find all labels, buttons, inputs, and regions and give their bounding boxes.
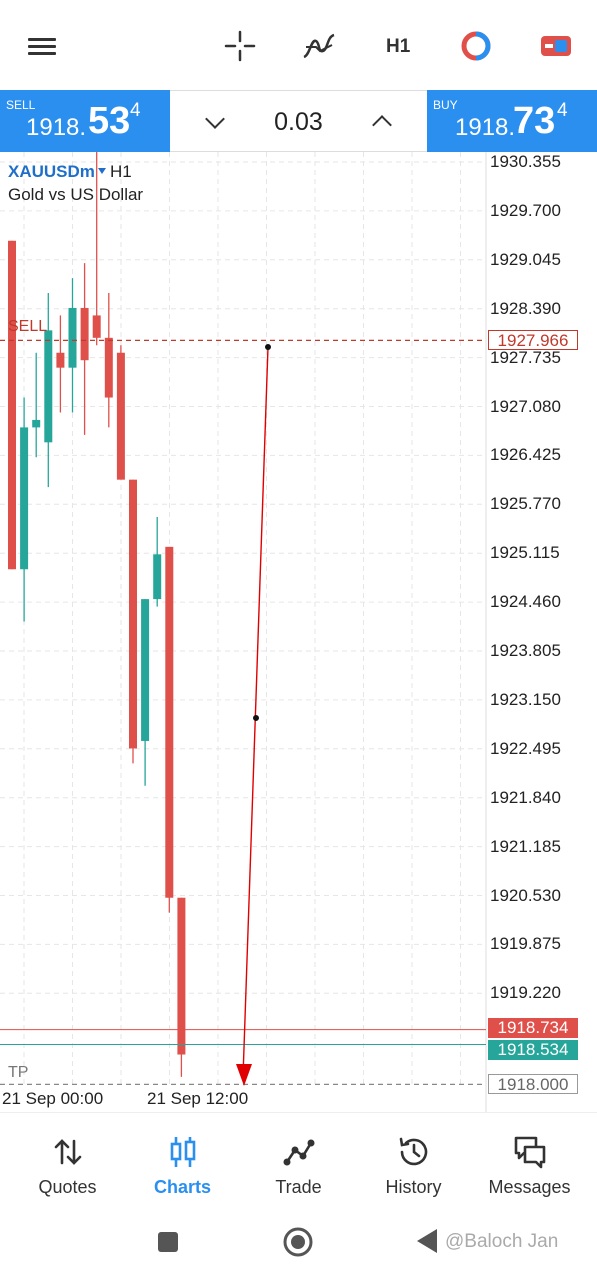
arrow-head-icon (236, 1064, 252, 1086)
nav-quotes[interactable]: Quotes (8, 1113, 127, 1208)
buy-button[interactable]: BUY 1918. 73 4 (427, 90, 597, 152)
bottom-navigation: Quotes Charts Trade History Messages (0, 1112, 597, 1208)
hamburger-menu-icon[interactable] (25, 28, 61, 64)
candle-body (165, 546, 174, 898)
nav-charts-label: Charts (153, 1177, 211, 1197)
y-axis-tick-label: 1924.460 (490, 592, 561, 612)
y-axis-tick-label: 1925.770 (490, 494, 561, 514)
candle-body (56, 352, 65, 368)
price-chart[interactable]: XAUUSDm H1 Gold vs US Dollar 1930.355 192… (0, 152, 597, 1112)
y-axis-tick-label: 1927.080 (490, 396, 561, 416)
y-axis-tick-label: 1929.045 (490, 249, 561, 269)
nav-messages[interactable]: Messages (470, 1113, 589, 1208)
nav-history[interactable]: History (354, 1113, 473, 1208)
objects-icon[interactable] (458, 28, 494, 64)
x-axis-tick-label: 21 Sep 00:00 (2, 1089, 104, 1108)
messages-icon (514, 1136, 546, 1169)
candle-body (8, 240, 16, 570)
quotes-icon (54, 1139, 82, 1165)
symbol-timeframe: H1 (110, 162, 132, 181)
lot-stepper: 0.03 (170, 90, 427, 152)
indicators-icon[interactable] (301, 28, 337, 64)
top-toolbar: H1 (0, 0, 597, 90)
y-axis-tick-label: 1921.840 (490, 787, 561, 807)
y-axis-tick-label: 1926.425 (490, 445, 561, 465)
nav-history-label: History (385, 1177, 442, 1197)
candle-body (141, 599, 150, 741)
sell-button[interactable]: SELL 1918. 53 4 (0, 90, 170, 152)
trend-arrow-line (242, 346, 269, 1078)
ask-price-tag: 1918.734 (488, 1017, 578, 1038)
back-button[interactable] (415, 1227, 439, 1255)
sell-label: SELL (6, 98, 36, 112)
buy-price-small: 1918. (455, 114, 516, 141)
buy-price-big: 73 (513, 100, 556, 142)
y-axis-tick-label: 1922.495 (490, 738, 561, 758)
candle-body (44, 330, 53, 443)
sell-order-price-tag: 1927.966 (488, 330, 578, 351)
buy-label: BUY (433, 98, 458, 112)
recents-button[interactable] (158, 1232, 178, 1252)
candle-body (177, 897, 186, 1055)
y-axis-tick-label: 1928.390 (490, 298, 561, 318)
nav-trade-label: Trade (275, 1177, 322, 1197)
lot-value[interactable]: 0.03 (274, 108, 323, 136)
nav-trade[interactable]: Trade (239, 1113, 358, 1208)
y-axis-tick-label: 1929.700 (490, 200, 561, 220)
sell-price-small: 1918. (26, 114, 87, 141)
sell-line-label: SELL (8, 318, 48, 336)
y-axis-tick-label: 1930.355 (490, 152, 561, 171)
candle-body (68, 307, 77, 368)
sell-price-big: 53 (88, 100, 131, 142)
symbol-name[interactable]: XAUUSDm (8, 162, 95, 181)
tp-line-label: TP (8, 1064, 29, 1082)
y-axis-tick-label: 1923.805 (490, 641, 561, 660)
y-axis-tick-label: 1919.220 (490, 983, 561, 1003)
y-axis-tick-label: 1920.530 (490, 885, 561, 905)
history-icon (399, 1137, 428, 1166)
y-axis-tick-label: 1927.735 (490, 347, 561, 367)
trade-toggle-icon[interactable] (538, 28, 574, 64)
home-button[interactable] (282, 1226, 314, 1258)
one-click-trade-panel: SELL 1918. 53 4 0.03 BUY 1918. 73 4 (0, 90, 597, 152)
symbol-dropdown-icon[interactable] (98, 168, 106, 174)
nav-messages-label: Messages (488, 1177, 571, 1197)
arrow-mid-point (253, 715, 259, 721)
candle-body (32, 419, 41, 428)
system-navigation-bar: @Baloch Jan (0, 1207, 597, 1280)
y-axis-tick-label: 1923.150 (490, 689, 561, 709)
timeframe-button[interactable]: H1 (386, 36, 411, 57)
candle-body (92, 315, 101, 338)
arrow-anchor-point (265, 344, 271, 350)
symbol-description: Gold vs US Dollar (8, 185, 144, 204)
candle-body (153, 554, 162, 600)
charts-icon (170, 1137, 196, 1167)
y-axis-tick-label: 1925.115 (490, 543, 560, 563)
nav-charts[interactable]: Charts (123, 1113, 242, 1208)
crosshair-icon[interactable] (222, 28, 258, 64)
trade-icon (283, 1139, 315, 1166)
watermark-text: @Baloch Jan (445, 1231, 559, 1252)
nav-quotes-label: Quotes (38, 1177, 97, 1197)
x-axis-tick-label: 21 Sep 12:00 (147, 1089, 249, 1108)
bid-price-tag: 1918.534 (488, 1039, 578, 1060)
y-axis-tick-label: 1919.875 (490, 934, 561, 954)
candle-body (80, 307, 89, 361)
sell-price-sup: 4 (130, 100, 141, 121)
y-axis-tick-label: 1921.185 (490, 836, 561, 856)
buy-price-sup: 4 (557, 100, 568, 121)
candle-body (104, 337, 113, 398)
candle-body (20, 427, 29, 570)
chart-canvas[interactable] (0, 152, 597, 1112)
candle-body (129, 479, 137, 749)
candle-body (116, 352, 125, 480)
tp-price-tag: 1918.000 (488, 1074, 578, 1095)
